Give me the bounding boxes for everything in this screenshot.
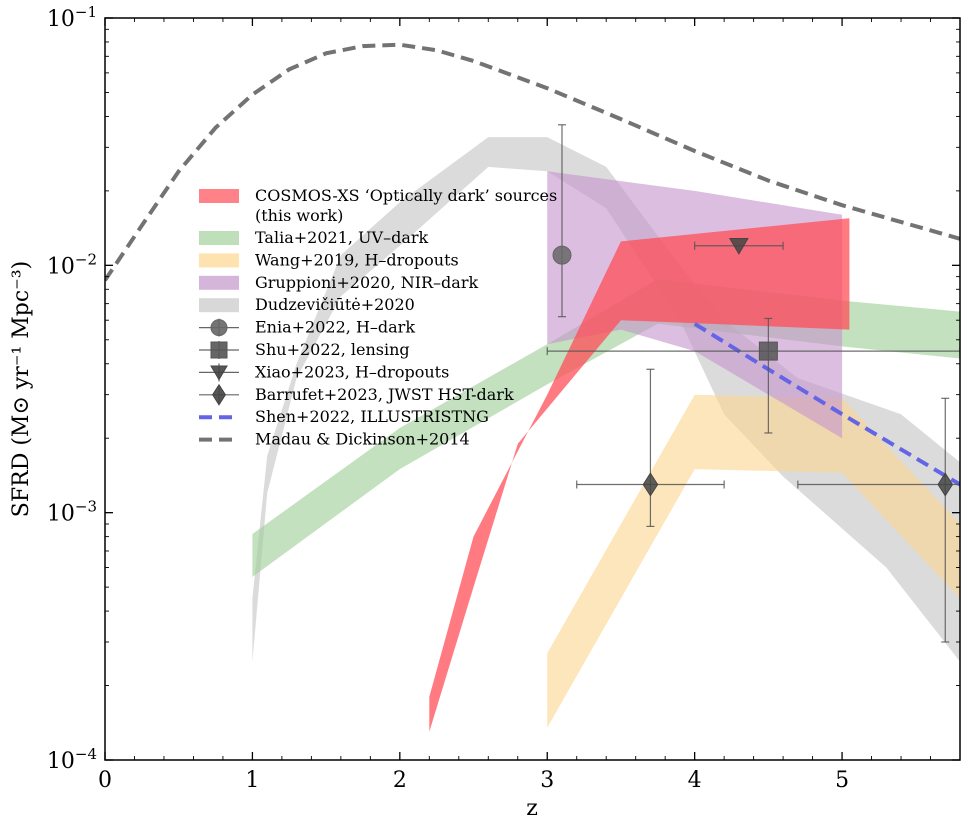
band-talia-2021-uv-dark — [252, 279, 960, 577]
legend-item-9: Shen+2022, ILLUSTRISTNG — [199, 407, 489, 426]
plot-frame — [104, 17, 961, 761]
marker-square — [758, 341, 778, 361]
x-tick-label: 2 — [393, 768, 407, 793]
legend-swatch — [199, 189, 239, 203]
marker-diamond — [642, 472, 659, 497]
legend-label: Gruppioni+2020, NIR–dark — [255, 273, 478, 292]
y-axis-label: SFRD (M⊙ yr⁻¹ Mpc⁻³) — [9, 261, 34, 517]
legend-marker — [210, 319, 228, 337]
legend-label: Wang+2019, H–dropouts — [255, 250, 459, 269]
legend-label: Talia+2021, UV–dark — [255, 228, 429, 247]
point-enia-2022-h-dark-0 — [552, 124, 572, 318]
legend-item-5: Enia+2022, H–dark — [199, 318, 415, 337]
point-barrufet-2023-jwst-hst-dark-3 — [576, 368, 725, 527]
legend-item-0: COSMOS-XS ‘Optically dark’ sources(this … — [199, 186, 557, 225]
legend-label: Shu+2022, lensing — [255, 340, 410, 359]
axes: 0 1 2 3 4 5 10−4 10−3 10−2 10−1 — [47, 3, 960, 793]
legend-label: COSMOS-XS ‘Optically dark’ sources — [255, 186, 557, 205]
legend-marker — [210, 341, 228, 359]
legend-item-10: Madau & Dickinson+2014 — [199, 430, 470, 449]
legend-swatch — [199, 298, 239, 313]
x-tick-label: 0 — [98, 768, 112, 793]
plot-area — [105, 42, 960, 732]
legend-marker — [210, 365, 228, 381]
legend-item-8: Barrufet+2023, JWST HST-dark — [199, 383, 514, 406]
legend-label: Barrufet+2023, JWST HST-dark — [255, 385, 514, 404]
legend-marker — [212, 383, 226, 406]
marker-triangle-down — [729, 238, 749, 255]
legend-swatch — [199, 231, 239, 245]
point-xiao-2023-h-dropouts-2 — [694, 238, 784, 255]
point-barrufet-2023-jwst-hst-dark-4 — [797, 397, 960, 643]
legend-item-7: Xiao+2023, H–dropouts — [199, 362, 449, 382]
x-tick-label: 1 — [245, 768, 259, 793]
legend-item-2: Wang+2019, H–dropouts — [199, 250, 459, 269]
x-axis-label: z — [526, 796, 538, 821]
legend-swatch — [199, 253, 239, 268]
line-shen-2022-illustristng — [693, 322, 960, 487]
point-shu-2022-lensing-1 — [546, 317, 960, 434]
y-tick-label: 10−2 — [47, 250, 97, 279]
legend-label: (this work) — [255, 206, 343, 225]
legend-item-3: Gruppioni+2020, NIR–dark — [199, 273, 478, 292]
band-cosmos-xs-optically-dark-sources-this-work — [429, 218, 850, 732]
legend-label: Enia+2022, H–dark — [255, 318, 415, 337]
legend-swatch — [199, 275, 239, 290]
legend-label: Dudzevičiūtė+2020 — [255, 295, 415, 314]
line-madau-dickinson-2014 — [105, 42, 960, 282]
legend-item-1: Talia+2021, UV–dark — [199, 228, 429, 247]
legend-item-6: Shu+2022, lensing — [199, 340, 410, 359]
legend-label: Shen+2022, ILLUSTRISTNG — [255, 407, 489, 426]
legend: COSMOS-XS ‘Optically dark’ sources(this … — [199, 186, 557, 449]
y-tick-label: 10−3 — [47, 498, 97, 527]
y-tick-label: 10−4 — [47, 745, 97, 774]
x-tick-label: 5 — [835, 768, 849, 793]
marker-diamond — [937, 472, 954, 497]
legend-label: Madau & Dickinson+2014 — [255, 430, 470, 449]
legend-label: Xiao+2023, H–dropouts — [255, 362, 449, 381]
y-tick-label: 10−1 — [47, 3, 97, 32]
legend-item-4: Dudzevičiūtė+2020 — [199, 295, 415, 314]
x-tick-label: 3 — [540, 768, 554, 793]
marker-circle — [552, 245, 572, 265]
x-tick-label: 4 — [688, 768, 702, 793]
